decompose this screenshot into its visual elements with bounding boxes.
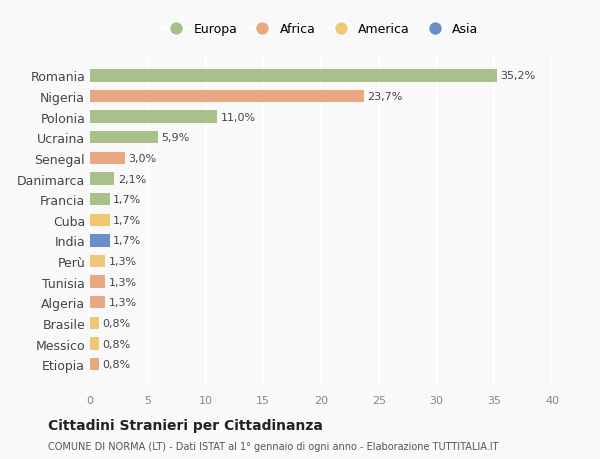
Text: 1,3%: 1,3% (109, 297, 137, 308)
Text: 35,2%: 35,2% (500, 71, 535, 81)
Text: 3,0%: 3,0% (128, 154, 156, 163)
Bar (90, 297, 105, 309)
Bar (90, 255, 105, 268)
Bar (90, 338, 99, 350)
Bar (90, 235, 110, 247)
Text: 1,7%: 1,7% (113, 236, 142, 246)
Bar (90, 194, 110, 206)
Bar (90, 276, 105, 288)
Text: COMUNE DI NORMA (LT) - Dati ISTAT al 1° gennaio di ogni anno - Elaborazione TUTT: COMUNE DI NORMA (LT) - Dati ISTAT al 1° … (48, 441, 499, 451)
Bar (90, 70, 497, 83)
Text: 1,3%: 1,3% (109, 257, 137, 267)
Bar (90, 317, 99, 330)
Text: 0,8%: 0,8% (103, 339, 131, 349)
Bar (90, 91, 364, 103)
Text: 5,9%: 5,9% (161, 133, 190, 143)
Text: 0,8%: 0,8% (103, 359, 131, 369)
Text: 0,8%: 0,8% (103, 318, 131, 328)
Text: 23,7%: 23,7% (367, 92, 403, 102)
Text: 1,3%: 1,3% (109, 277, 137, 287)
Text: 11,0%: 11,0% (221, 112, 256, 123)
Bar (90, 173, 114, 185)
Bar (90, 132, 158, 144)
Text: 1,7%: 1,7% (113, 195, 142, 205)
Text: Cittadini Stranieri per Cittadinanza: Cittadini Stranieri per Cittadinanza (48, 418, 323, 431)
Bar (90, 152, 125, 165)
Text: 2,1%: 2,1% (118, 174, 146, 184)
Legend: Europa, Africa, America, Asia: Europa, Africa, America, Asia (158, 18, 484, 41)
Bar (90, 111, 217, 123)
Bar (90, 214, 110, 226)
Bar (90, 358, 99, 370)
Text: 1,7%: 1,7% (113, 215, 142, 225)
